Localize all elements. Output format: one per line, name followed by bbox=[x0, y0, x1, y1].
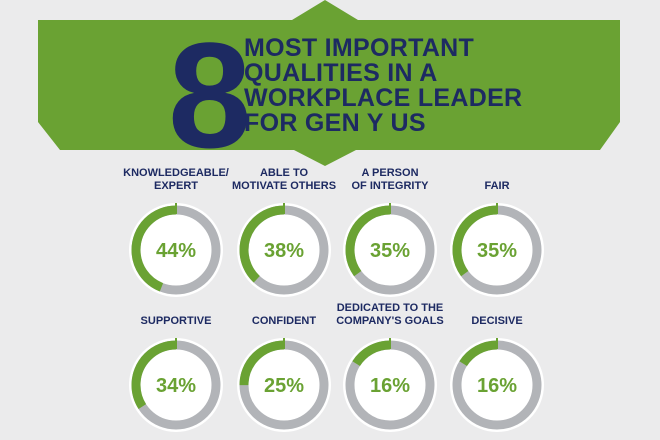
donut-backdrop bbox=[129, 203, 223, 297]
donut-ring: 35% bbox=[450, 203, 544, 297]
donut-value-label: 16% bbox=[477, 375, 517, 397]
quality-label-line: A PERSON bbox=[361, 167, 419, 179]
quality-label-line: ABLE TO bbox=[259, 167, 309, 179]
quality-label-line: MOTIVATE OTHERS bbox=[231, 180, 337, 192]
quality-label-line: DECISIVE bbox=[471, 315, 523, 327]
title-line-3: WORKPLACE LEADER bbox=[244, 84, 523, 112]
donut-value-label: 16% bbox=[370, 375, 410, 397]
donut-value-label: 38% bbox=[264, 240, 304, 262]
quality-label: DEDICATED TO THE COMPANY'S GOALS bbox=[320, 302, 460, 328]
donut-backdrop bbox=[129, 338, 223, 432]
donut-ring: 35% bbox=[343, 203, 437, 297]
donut-backdrop bbox=[450, 203, 544, 297]
title-line-2: QUALITIES IN A bbox=[244, 59, 438, 87]
title-banner bbox=[38, 0, 620, 166]
donut-ring: 25% bbox=[237, 338, 331, 432]
donut-backdrop bbox=[343, 203, 437, 297]
donut-value-label: 34% bbox=[156, 375, 196, 397]
donut-value-label: 25% bbox=[264, 375, 304, 397]
quality-label-line: COMPANY'S GOALS bbox=[336, 315, 444, 327]
quality-label: ABLE TO MOTIVATE OTHERS bbox=[214, 167, 354, 193]
quality-label: SUPPORTIVE bbox=[106, 315, 246, 328]
quality-label-line: CONFIDENT bbox=[251, 315, 317, 327]
donut-value-label: 35% bbox=[477, 240, 517, 262]
donut-ring: 44% bbox=[129, 203, 223, 297]
donut-backdrop bbox=[450, 338, 544, 432]
quality-label-line: EXPERT bbox=[153, 180, 198, 192]
donut-backdrop bbox=[237, 203, 331, 297]
quality-label: DECISIVE bbox=[427, 315, 567, 328]
donut-ring: 16% bbox=[343, 338, 437, 432]
donut-ring: 16% bbox=[450, 338, 544, 432]
quality-label: KNOWLEDGEABLE/EXPERT bbox=[106, 167, 246, 193]
donut-ring: 34% bbox=[129, 338, 223, 432]
quality-label: A PERSON OF INTEGRITY bbox=[320, 167, 460, 193]
banner-shape bbox=[38, 0, 620, 166]
donut-value-label: 35% bbox=[370, 240, 410, 262]
donut-ring: 38% bbox=[237, 203, 331, 297]
quality-label-line: FAIR bbox=[484, 180, 510, 192]
donut-backdrop bbox=[343, 338, 437, 432]
quality-label-line: KNOWLEDGEABLE/ bbox=[123, 167, 229, 179]
quality-label-line: OF INTEGRITY bbox=[351, 180, 429, 192]
quality-label: FAIR bbox=[427, 180, 567, 193]
quality-label-line: SUPPORTIVE bbox=[140, 315, 212, 327]
title-line-1: MOST IMPORTANT bbox=[244, 34, 475, 62]
title-number: 8 bbox=[168, 11, 251, 179]
donut-backdrop bbox=[237, 338, 331, 432]
quality-label: CONFIDENT bbox=[214, 315, 354, 328]
title-line-4: FOR GEN Y US bbox=[244, 109, 426, 137]
donut-value-label: 44% bbox=[156, 240, 196, 262]
quality-label-line: DEDICATED TO THE bbox=[336, 302, 444, 314]
title-text: MOST IMPORTANT QUALITIES IN A WORKPLACE … bbox=[244, 36, 522, 136]
